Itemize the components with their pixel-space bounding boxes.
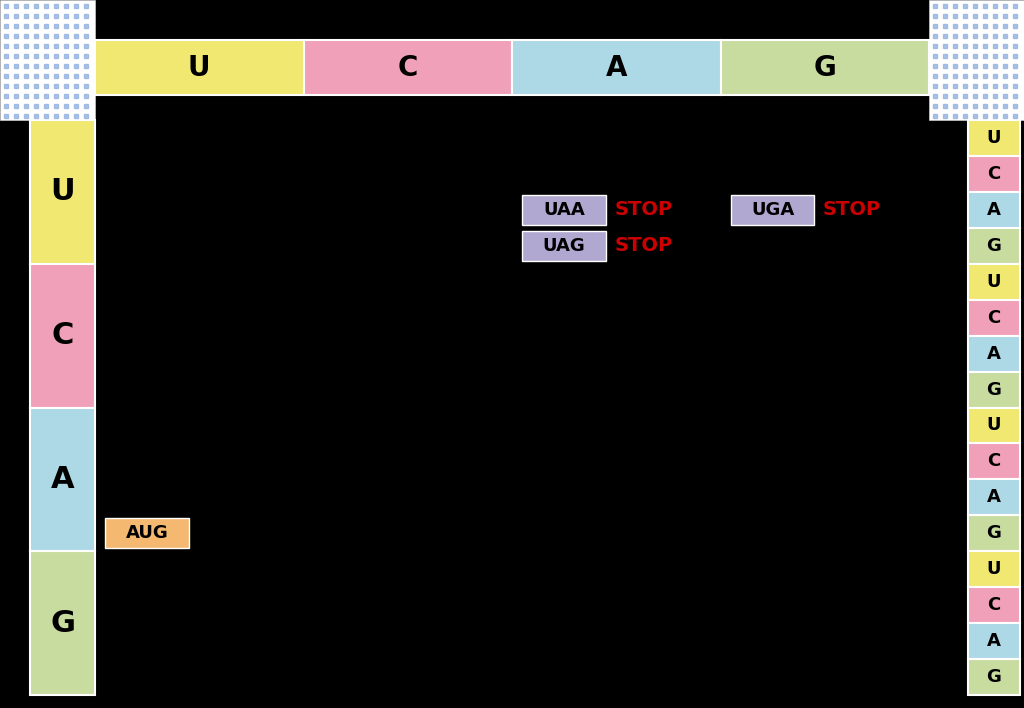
Text: A: A	[50, 465, 75, 494]
Text: U: U	[987, 560, 1001, 578]
Text: G: G	[986, 525, 1001, 542]
Text: G: G	[986, 380, 1001, 399]
Text: U: U	[188, 54, 211, 81]
Text: A: A	[605, 54, 627, 81]
Text: G: G	[986, 668, 1001, 686]
FancyBboxPatch shape	[968, 299, 1020, 336]
FancyBboxPatch shape	[968, 443, 1020, 479]
Text: met
START: met START	[193, 513, 260, 553]
FancyBboxPatch shape	[968, 479, 1020, 515]
FancyBboxPatch shape	[968, 623, 1020, 659]
Text: STOP: STOP	[614, 200, 673, 219]
FancyBboxPatch shape	[731, 195, 814, 225]
FancyBboxPatch shape	[968, 156, 1020, 192]
Text: A: A	[987, 489, 1000, 506]
Text: C: C	[987, 309, 1000, 326]
Text: C: C	[987, 165, 1000, 183]
Text: AUG: AUG	[126, 525, 169, 542]
FancyBboxPatch shape	[968, 264, 1020, 299]
Text: A: A	[987, 345, 1000, 362]
FancyBboxPatch shape	[0, 0, 95, 120]
FancyBboxPatch shape	[30, 408, 95, 552]
FancyBboxPatch shape	[968, 372, 1020, 408]
FancyBboxPatch shape	[30, 264, 95, 408]
FancyBboxPatch shape	[968, 408, 1020, 443]
Text: C: C	[51, 321, 74, 350]
Text: STOP: STOP	[823, 200, 881, 219]
Text: UAG: UAG	[543, 236, 586, 255]
FancyBboxPatch shape	[30, 120, 95, 264]
FancyBboxPatch shape	[968, 336, 1020, 372]
Text: A: A	[987, 201, 1000, 219]
FancyBboxPatch shape	[303, 40, 512, 95]
Text: G: G	[50, 609, 75, 638]
FancyBboxPatch shape	[968, 120, 1020, 156]
Text: C: C	[987, 452, 1000, 470]
Text: U: U	[987, 273, 1001, 291]
FancyBboxPatch shape	[968, 587, 1020, 623]
FancyBboxPatch shape	[30, 552, 95, 695]
Text: U: U	[987, 129, 1001, 147]
Text: C: C	[987, 596, 1000, 614]
FancyBboxPatch shape	[968, 192, 1020, 228]
FancyBboxPatch shape	[968, 552, 1020, 587]
FancyBboxPatch shape	[929, 0, 1024, 120]
Text: U: U	[50, 178, 75, 206]
FancyBboxPatch shape	[968, 659, 1020, 695]
FancyBboxPatch shape	[105, 518, 188, 549]
Text: UGA: UGA	[751, 201, 795, 219]
Text: G: G	[986, 236, 1001, 255]
Text: C: C	[397, 54, 418, 81]
Text: UAA: UAA	[544, 201, 585, 219]
FancyBboxPatch shape	[522, 195, 606, 225]
Text: U: U	[987, 416, 1001, 435]
FancyBboxPatch shape	[968, 515, 1020, 552]
Text: STOP: STOP	[614, 236, 673, 256]
FancyBboxPatch shape	[512, 40, 721, 95]
Text: G: G	[813, 54, 837, 81]
Text: A: A	[987, 632, 1000, 650]
FancyBboxPatch shape	[721, 40, 929, 95]
FancyBboxPatch shape	[522, 231, 606, 261]
FancyBboxPatch shape	[968, 228, 1020, 264]
FancyBboxPatch shape	[95, 40, 303, 95]
